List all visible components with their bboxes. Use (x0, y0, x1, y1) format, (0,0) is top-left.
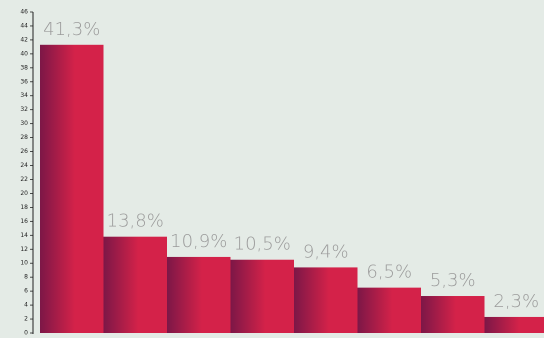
y-tick-label: 20 (20, 190, 28, 197)
y-tick-label: 4 (24, 302, 28, 309)
y-tick-label: 18 (20, 204, 28, 211)
y-tick-label: 34 (20, 92, 28, 99)
value-label: 6,5% (366, 262, 412, 283)
y-tick-label: 12 (20, 246, 28, 253)
value-label: 9,4% (303, 241, 349, 262)
bar (40, 44, 104, 334)
y-tick-label: 38 (20, 64, 28, 71)
value-label: 10,5% (234, 234, 291, 255)
y-tick-label: 6 (24, 288, 28, 295)
y-tick-label: 14 (20, 232, 28, 239)
y-tick-label: 0 (24, 330, 28, 337)
value-label: 41,3% (43, 19, 100, 40)
y-tick-label: 36 (20, 78, 28, 85)
y-tick-label: 32 (20, 106, 28, 113)
y-tick-label: 16 (20, 218, 28, 225)
y-tick-label: 40 (20, 50, 28, 57)
bar (167, 256, 231, 333)
value-label: 10,9% (170, 231, 227, 252)
bar (294, 267, 358, 333)
value-label: 13,8% (107, 211, 164, 232)
y-tick-label: 2 (24, 316, 28, 323)
value-label: 2,3% (493, 291, 539, 312)
bar (421, 296, 485, 333)
y-tick-label: 46 (20, 9, 28, 16)
y-tick-label: 44 (20, 22, 28, 29)
bar (484, 316, 544, 333)
value-label: 5,3% (430, 270, 476, 291)
bar (230, 259, 294, 333)
y-tick-label: 26 (20, 148, 28, 155)
bar (103, 236, 167, 333)
y-tick-label: 8 (24, 274, 28, 281)
y-tick-label: 30 (20, 120, 28, 127)
y-tick-label: 42 (20, 36, 28, 43)
y-tick-label: 24 (20, 162, 28, 169)
bar (357, 287, 421, 333)
y-tick-label: 28 (20, 134, 28, 141)
y-tick-label: 22 (20, 176, 28, 183)
y-tick-label: 10 (20, 260, 28, 267)
